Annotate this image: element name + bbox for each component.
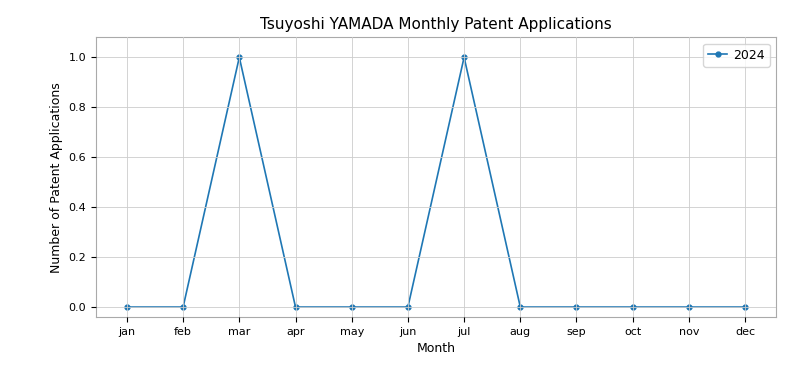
Y-axis label: Number of Patent Applications: Number of Patent Applications xyxy=(50,82,63,273)
2024 xyxy=(515,305,525,309)
Line: 2024: 2024 xyxy=(125,55,747,310)
2024 xyxy=(628,305,638,309)
2024 xyxy=(122,305,132,309)
2024 xyxy=(178,305,188,309)
2024 xyxy=(290,305,300,309)
X-axis label: Month: Month xyxy=(417,342,455,355)
Title: Tsuyoshi YAMADA Monthly Patent Applications: Tsuyoshi YAMADA Monthly Patent Applicati… xyxy=(260,17,612,32)
2024 xyxy=(459,55,469,60)
2024 xyxy=(684,305,694,309)
2024 xyxy=(572,305,582,309)
2024 xyxy=(740,305,750,309)
2024 xyxy=(403,305,413,309)
2024 xyxy=(234,55,244,60)
2024 xyxy=(347,305,357,309)
Legend: 2024: 2024 xyxy=(703,44,770,66)
